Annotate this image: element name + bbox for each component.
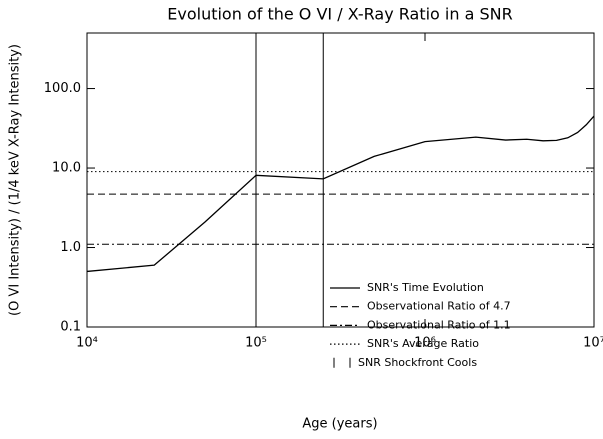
- y-axis-label: (O VI Intensity) / (1/4 keV X-Ray Intens…: [8, 44, 23, 316]
- plot-frame: [86, 32, 595, 328]
- legend-label: Observational Ratio of 4.7: [367, 300, 511, 313]
- legend-label: Observational Ratio of 1.1: [367, 318, 511, 331]
- x-tick-label: 10⁷: [583, 336, 603, 351]
- chart-title: Evolution of the O VI / X-Ray Ratio in a…: [167, 5, 512, 24]
- y-tick-label: 10.0: [52, 161, 81, 176]
- y-tick-label: 0.1: [60, 320, 81, 335]
- legend-label: SNR's Time Evolution: [367, 281, 484, 294]
- data-line: [86, 115, 595, 273]
- x-tick-label: 10⁵: [245, 336, 267, 351]
- y-tick-label: 100.0: [44, 81, 81, 96]
- x-tick-label: 10⁴: [76, 336, 98, 351]
- y-tick-label: 1.0: [60, 240, 81, 255]
- legend-label: SNR's Average Ratio: [367, 337, 479, 350]
- legend-label: SNR Shockfront Cools: [358, 356, 477, 369]
- x-axis-label: Age (years): [302, 417, 377, 432]
- x-tick-label: 10⁶: [414, 336, 436, 351]
